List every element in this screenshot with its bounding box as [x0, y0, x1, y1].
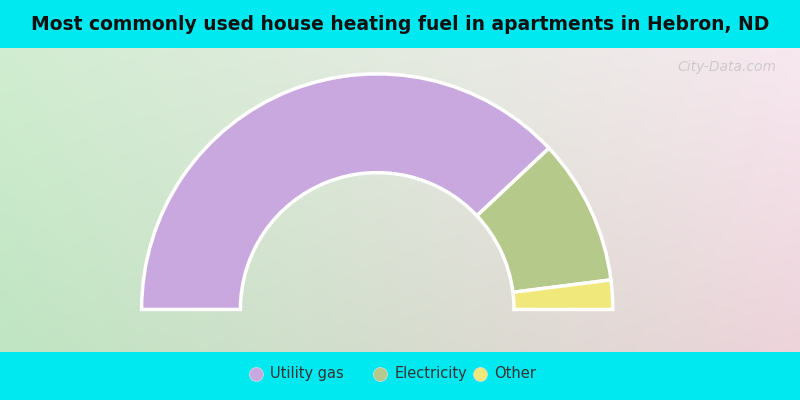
Text: Most commonly used house heating fuel in apartments in Hebron, ND: Most commonly used house heating fuel in…: [31, 14, 769, 34]
Text: Electricity: Electricity: [394, 366, 467, 381]
Text: City-Data.com: City-Data.com: [677, 60, 776, 74]
Text: Utility gas: Utility gas: [270, 366, 344, 381]
Text: Other: Other: [494, 366, 536, 381]
Wedge shape: [513, 280, 613, 310]
Wedge shape: [142, 74, 549, 310]
Wedge shape: [477, 148, 611, 292]
